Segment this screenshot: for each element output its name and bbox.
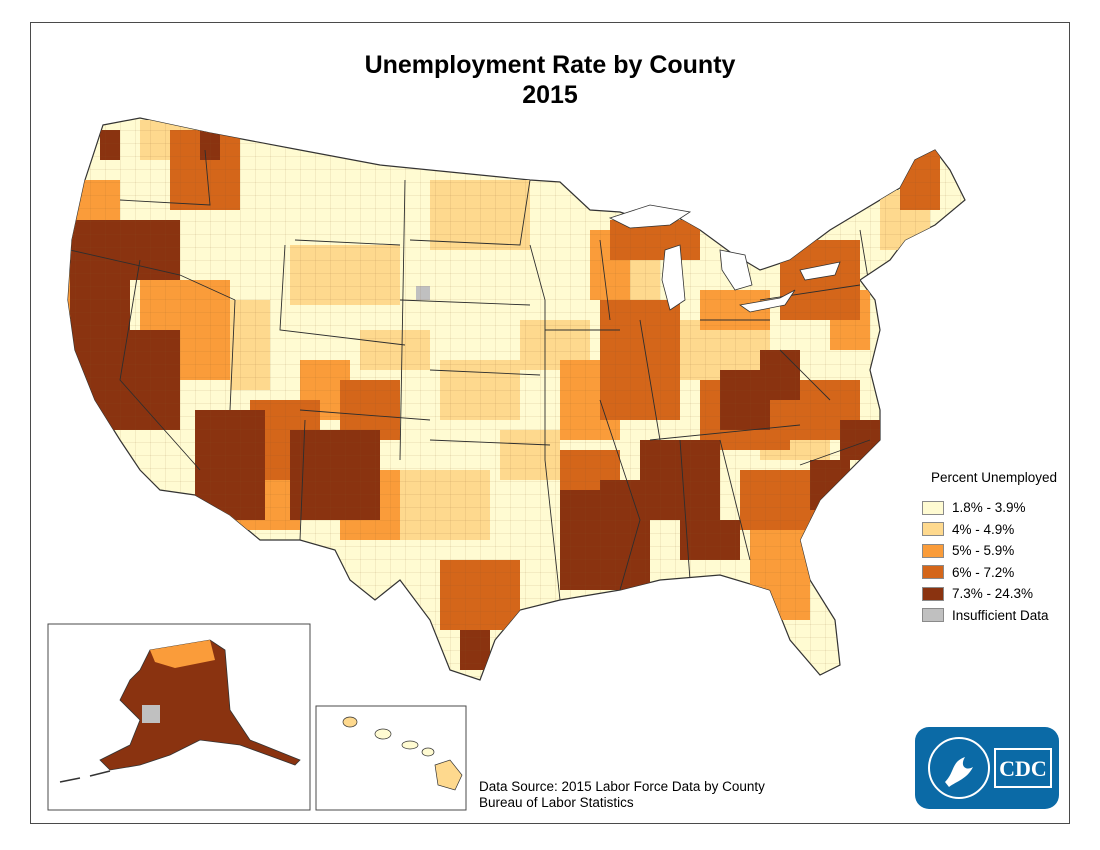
title-line-2: 2015	[522, 81, 578, 109]
cdc-logo-text: CDC	[999, 756, 1047, 781]
hawaii-inset	[315, 705, 467, 811]
legend-label: 7.3% - 24.3%	[952, 586, 1034, 602]
legend-swatch	[922, 608, 944, 623]
cdc-logo: CDC	[915, 727, 1059, 809]
source-line-1: Data Source: 2015 Labor Force Data by Co…	[479, 779, 765, 794]
legend-swatch	[922, 586, 944, 601]
legend-item: 4% - 4.9%	[922, 519, 1072, 541]
legend-label: Insufficient Data	[952, 607, 1049, 623]
legend-item: 6% - 7.2%	[922, 562, 1072, 584]
legend-item: 1.8% - 3.9%	[922, 497, 1072, 519]
legend-swatch	[922, 543, 944, 558]
legend-label: 1.8% - 3.9%	[952, 500, 1026, 516]
legend: Percent Unemployed 1.8% - 3.9% 4% - 4.9%…	[922, 470, 1072, 626]
map-title: Unemployment Rate by County 2015	[0, 50, 1100, 110]
legend-swatch	[922, 565, 944, 580]
legend-swatch	[922, 500, 944, 515]
legend-title: Percent Unemployed	[931, 470, 1058, 485]
legend-label: 4% - 4.9%	[952, 521, 1015, 537]
alaska-inset	[47, 623, 311, 811]
map-frame	[30, 22, 1070, 824]
data-source: Data Source: 2015 Labor Force Data by Co…	[479, 779, 765, 811]
legend-item: Insufficient Data	[922, 605, 1072, 627]
title-line-1: Unemployment Rate by County	[364, 51, 736, 79]
great-lakes	[608, 204, 841, 313]
legend-item: 7.3% - 24.3%	[922, 583, 1072, 605]
source-line-2: Bureau of Labor Statistics	[479, 795, 634, 810]
legend-label: 6% - 7.2%	[952, 564, 1015, 580]
legend-item: 5% - 5.9%	[922, 540, 1072, 562]
state-borders	[69, 149, 871, 601]
legend-label: 5% - 5.9%	[952, 543, 1015, 559]
legend-swatch	[922, 522, 944, 537]
hhs-seal-icon: CDC	[928, 737, 1052, 799]
